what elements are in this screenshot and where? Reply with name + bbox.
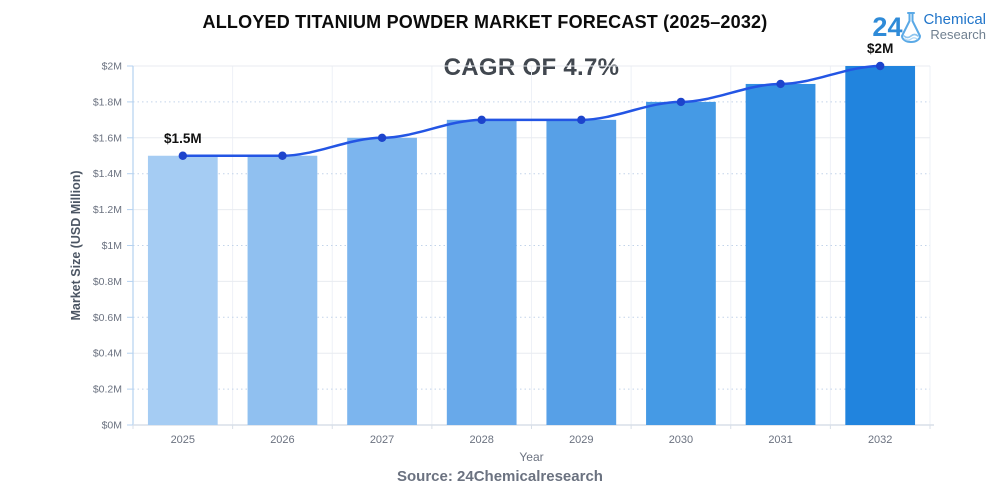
data-point-2025 bbox=[178, 151, 188, 160]
x-tick-label: 2028 bbox=[469, 434, 493, 446]
x-tick-label: 2027 bbox=[370, 434, 394, 446]
bar-2027 bbox=[347, 137, 417, 426]
bar-2026 bbox=[247, 155, 318, 425]
y-tick-label: $0.6M bbox=[93, 312, 122, 324]
y-tick-label: $0M bbox=[102, 420, 122, 432]
logo-wordmark: Chemical Research bbox=[923, 12, 986, 41]
logo-line1: Chemical bbox=[923, 11, 986, 29]
data-point-2029 bbox=[577, 115, 586, 125]
x-tick-label: 2025 bbox=[171, 434, 195, 446]
y-tick-label: $1.2M bbox=[93, 204, 122, 216]
y-axis-title: Market Size (USD Million) bbox=[69, 170, 83, 320]
bar-2028 bbox=[446, 119, 517, 425]
annotation-label: $1.5M bbox=[164, 131, 202, 146]
x-tick-label: 2031 bbox=[768, 434, 792, 446]
annotation-label: $2M bbox=[867, 41, 893, 56]
bar-2030 bbox=[646, 101, 716, 426]
y-tick-label: $0.2M bbox=[93, 384, 122, 396]
y-tick-label: $0.8M bbox=[93, 276, 122, 288]
x-axis-title: Year bbox=[519, 450, 543, 464]
y-tick-label: $1M bbox=[102, 240, 122, 252]
brand-logo: 24 Chemical Research bbox=[872, 10, 986, 44]
bar-2032 bbox=[845, 66, 916, 425]
flask-icon bbox=[896, 10, 926, 44]
data-point-2028 bbox=[477, 115, 486, 125]
bar-2025 bbox=[147, 155, 218, 425]
bar-2029 bbox=[546, 119, 617, 425]
y-tick-label: $0.4M bbox=[93, 348, 122, 360]
x-tick-label: 2029 bbox=[569, 434, 593, 446]
data-point-2032 bbox=[875, 61, 885, 71]
data-point-2030 bbox=[676, 97, 686, 107]
x-tick-label: 2026 bbox=[270, 434, 294, 446]
x-tick-label: 2030 bbox=[669, 434, 693, 446]
bar-2031 bbox=[745, 83, 816, 425]
source-caption: Source: 24Chemicalresearch bbox=[397, 468, 603, 485]
x-tick-label: 2032 bbox=[868, 434, 892, 446]
data-point-2031 bbox=[776, 79, 785, 89]
trend-line bbox=[181, 64, 882, 158]
logo-number: 24 bbox=[872, 11, 903, 42]
data-point-2027 bbox=[377, 133, 387, 142]
y-tick-label: $1.6M bbox=[93, 132, 122, 144]
y-tick-label: $1.4M bbox=[93, 168, 122, 180]
y-tick-label: $2M bbox=[102, 61, 122, 73]
logo-line2: Research bbox=[930, 27, 986, 43]
y-tick-label: $1.8M bbox=[93, 96, 122, 108]
data-point-2026 bbox=[278, 151, 287, 160]
page-title: ALLOYED TITANIUM POWDER MARKET FORECAST … bbox=[202, 12, 768, 32]
